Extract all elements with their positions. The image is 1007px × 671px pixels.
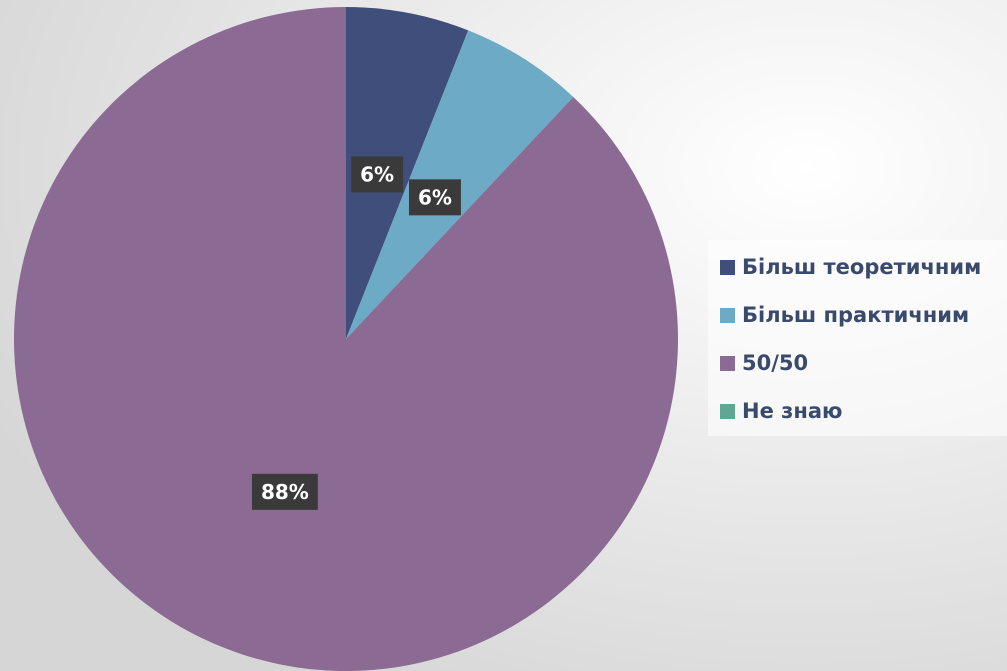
legend-label: Не знаю: [742, 399, 842, 423]
legend-label: 50/50: [742, 351, 808, 375]
data-label-box: [251, 473, 318, 510]
legend-swatch: [720, 404, 735, 419]
pie-slice: [346, 7, 469, 339]
data-label-box: [351, 156, 404, 193]
data-label-box: [408, 179, 461, 216]
data-label: 6%: [360, 162, 394, 186]
data-label: 88%: [261, 480, 309, 504]
legend-swatch: [720, 260, 735, 275]
legend-swatch: [720, 308, 735, 323]
pie-slice: [14, 7, 679, 671]
legend-label: Більш теоретичним: [742, 255, 981, 279]
data-label: 6%: [418, 185, 452, 209]
legend-swatch: [720, 356, 735, 371]
legend-label: Більш практичним: [742, 303, 969, 327]
legend-box: [708, 240, 1007, 436]
